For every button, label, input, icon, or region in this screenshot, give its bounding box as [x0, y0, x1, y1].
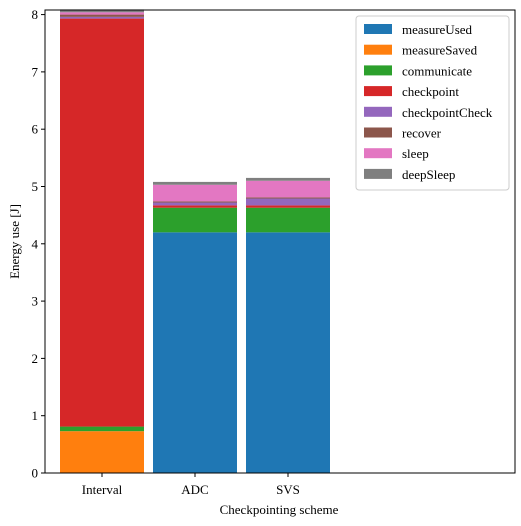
bar-interval-recover [60, 14, 144, 17]
bar-interval-checkpointCheck [60, 16, 144, 19]
legend-label-checkpointCheck: checkpointCheck [402, 105, 493, 120]
bar-svs-measureUsed [246, 232, 330, 473]
bar-adc-checkpointCheck [153, 202, 237, 206]
bar-adc-sleep [153, 184, 237, 202]
bar-interval-measureSaved [60, 431, 144, 473]
y-tick-label: 6 [32, 122, 39, 137]
legend-label-recover: recover [402, 126, 442, 141]
y-tick-label: 1 [32, 408, 39, 423]
bar-interval-checkpoint [60, 18, 144, 427]
bar-interval-communicate [60, 426, 144, 432]
bar-adc-checkpoint [153, 205, 237, 208]
x-tick-label: ADC [181, 482, 208, 497]
bar-svs-sleep [246, 180, 330, 198]
legend-swatch-sleep [364, 148, 392, 159]
legend-swatch-recover [364, 127, 392, 138]
bar-adc-measureUsed [153, 232, 237, 473]
bar-adc-communicate [153, 207, 237, 233]
bar-svs-deepSleep [246, 177, 330, 181]
bar-adc-recover [153, 201, 237, 203]
legend-swatch-deepSleep [364, 168, 392, 179]
legend-swatch-measureUsed [364, 24, 392, 34]
x-tick-label: SVS [276, 482, 300, 497]
plot-frame [44, 9, 516, 474]
legend-frame [355, 15, 510, 191]
y-tick-label: 3 [32, 294, 39, 309]
bar-adc-deepSleep [153, 181, 237, 185]
legend-swatch-communicate [364, 65, 392, 76]
bar-svs-checkpoint [246, 205, 330, 208]
y-tick-label: 0 [32, 466, 39, 481]
bar-layer [60, 9, 330, 473]
y-axis: 0 1 2 3 4 5 6 7 8 [32, 7, 45, 481]
y-tick-label: 7 [32, 64, 39, 79]
legend-label-communicate: communicate [402, 63, 472, 78]
bar-interval-deepSleep [60, 9, 144, 13]
bar-svs-communicate [246, 207, 330, 233]
y-axis-label: Energy use [J] [7, 204, 22, 279]
bar-interval-sleep [60, 12, 144, 15]
y-tick-label: 8 [32, 7, 39, 22]
legend-label-sleep: sleep [402, 146, 429, 161]
legend-label-measureSaved: measureSaved [402, 43, 478, 58]
legend-swatch-checkpointCheck [364, 106, 392, 117]
legend: measureUsed measureSaved communicate checkp… [355, 15, 510, 191]
bar-svs-checkpointCheck [246, 198, 330, 206]
legend-swatch-measureSaved [364, 44, 392, 55]
y-tick-label: 4 [32, 236, 39, 251]
legend-label-deepSleep: deepSleep [402, 167, 455, 182]
y-tick-label: 2 [32, 351, 39, 366]
legend-swatch-checkpoint [364, 86, 392, 97]
y-tick-label: 5 [32, 179, 39, 194]
bar-svs-recover [246, 197, 330, 199]
x-axis-label: Checkpointing scheme [220, 502, 339, 517]
x-tick-label: Interval [82, 482, 123, 497]
legend-label-measureUsed: measureUsed [402, 22, 473, 37]
legend-label-checkpoint: checkpoint [402, 84, 459, 99]
x-axis: Interval ADC SVS [82, 473, 300, 497]
